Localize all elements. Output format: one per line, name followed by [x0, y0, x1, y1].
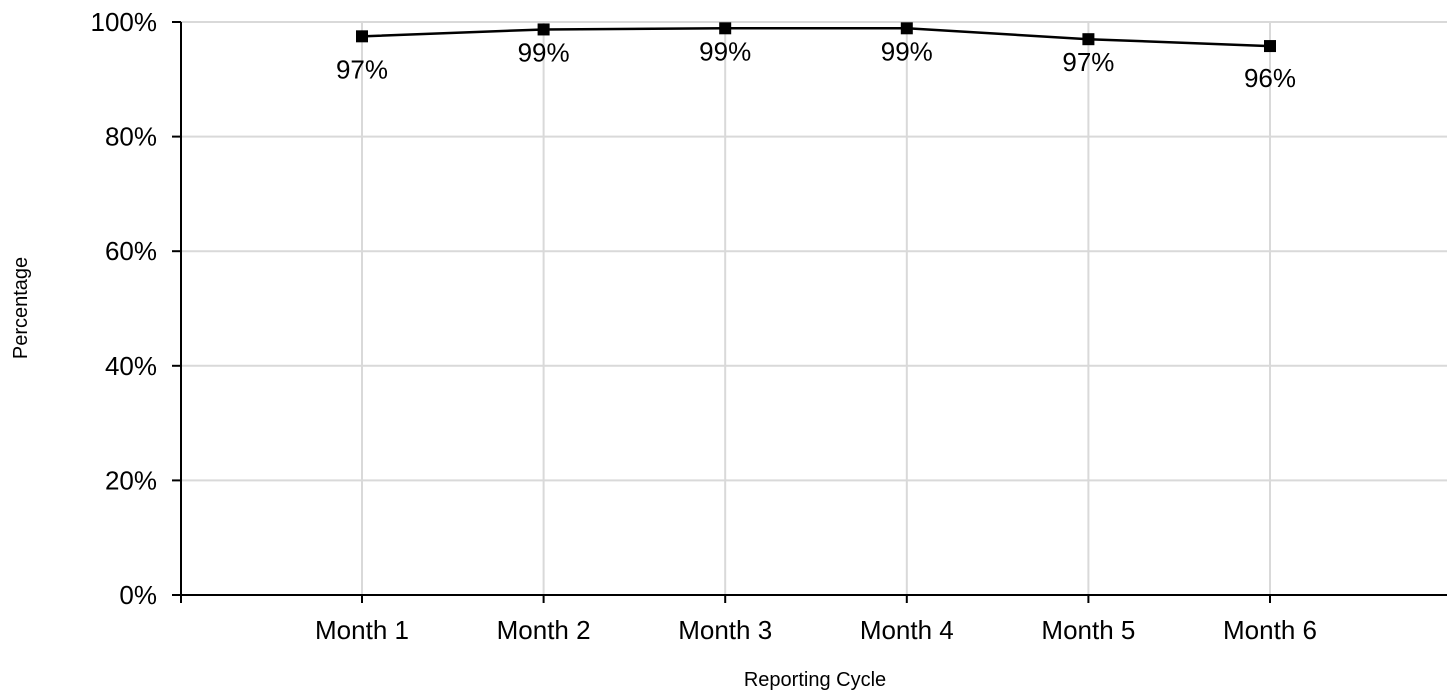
data-label: 97% [1062, 47, 1114, 77]
x-tick-label: Month 5 [1041, 615, 1135, 645]
y-tick-label: 20% [105, 465, 157, 495]
data-point-marker [356, 30, 368, 43]
y-tick-label: 60% [105, 236, 157, 266]
data-label: 99% [518, 37, 570, 67]
y-tick-labels: 0% 20% 40% 60% 80% 100% [91, 7, 158, 610]
data-point-marker [719, 22, 732, 35]
y-tick-label: 100% [91, 7, 158, 37]
data-point-marker [900, 22, 913, 35]
data-label: 99% [699, 36, 751, 66]
series-line-path [361, 27, 1271, 48]
x-tick-labels: Month 1 Month 2 Month 3 Month 4 Month 5 Month… [315, 615, 1317, 645]
x-axis-title: Reporting Cycle [744, 669, 886, 691]
data-labels: 97% 99% 99% 99% 97% 96% [336, 36, 1296, 93]
x-tick-label: Month 6 [1223, 615, 1317, 645]
data-label: 97% [336, 54, 388, 84]
grid-lines [181, 21, 1447, 595]
x-tick-label: Month 1 [315, 615, 409, 645]
data-label: 96% [1244, 63, 1296, 93]
y-axis-title: Percentage [10, 257, 32, 359]
y-tick-label: 80% [105, 122, 157, 152]
series-markers [356, 22, 1276, 53]
axes [172, 21, 1447, 603]
data-point-marker [1082, 33, 1095, 46]
x-tick-label: Month 4 [860, 615, 954, 645]
data-point-marker [1264, 40, 1276, 53]
x-tick-label: Month 3 [678, 615, 772, 645]
y-tick-label: 0% [119, 580, 157, 610]
data-point-marker [537, 23, 550, 36]
data-label: 99% [881, 36, 933, 66]
series-line [361, 27, 1271, 48]
x-tick-label: Month 2 [497, 615, 591, 645]
y-tick-label: 40% [105, 351, 157, 381]
